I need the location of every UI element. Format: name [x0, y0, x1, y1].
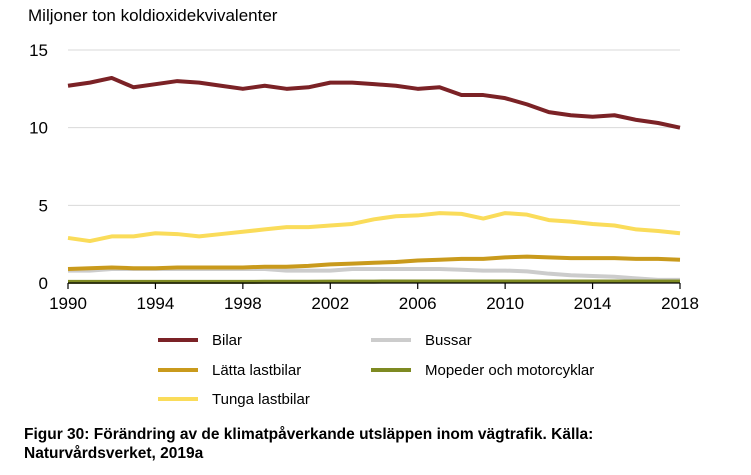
gridlines	[68, 49, 680, 206]
legend-label: Bussar	[425, 331, 472, 349]
series-lines	[67, 75, 681, 284]
y-axis-title: Miljoner ton koldioxidekvivalenter	[28, 6, 278, 25]
legend-item: Tunga lastbilar	[158, 390, 310, 408]
y-axis-labels: 0 5 10 15	[29, 41, 48, 293]
series-line-1	[68, 267, 680, 282]
x-axis: 1990 1994 1998 2002 2006 2010 2014 2018	[49, 282, 699, 313]
legend-swatch	[158, 368, 198, 372]
x-tick-label: 2006	[399, 294, 437, 313]
legend-item: Bussar	[371, 331, 472, 349]
legend-swatch	[158, 397, 198, 401]
legend-label: Tunga lastbilar	[212, 390, 310, 408]
x-tick-label: 2018	[661, 294, 699, 313]
legend-item: Mopeder och motorcyklar	[371, 361, 594, 379]
x-tick-label: 2010	[486, 294, 524, 313]
y-tick-label: 5	[39, 196, 48, 215]
legend-label: Lätta lastbilar	[212, 361, 302, 379]
line-chart: 1990 1994 1998 2002 2006 2010 2014 2018 0 5 10 15	[29, 41, 699, 313]
legend-swatch	[158, 338, 198, 342]
y-tick-label: 10	[29, 119, 48, 138]
x-tick-label: 1994	[137, 294, 175, 313]
x-tick-label: 2014	[574, 294, 612, 313]
legend-label: Bilar	[212, 331, 243, 349]
legend-label: Mopeder och motorcyklar	[425, 361, 595, 379]
series-line-0	[67, 75, 681, 130]
legend-swatch	[371, 368, 411, 372]
legend-item: Bilar	[158, 331, 242, 349]
x-tick-label: 1998	[224, 294, 262, 313]
figure-caption: Figur 30: Förändring av de klimatpåverka…	[24, 426, 594, 462]
y-tick-label: 15	[29, 41, 48, 60]
x-tick-label: 2002	[311, 294, 349, 313]
series-line-4	[67, 211, 681, 244]
series-line-2	[67, 254, 681, 272]
y-tick-label: 0	[39, 274, 48, 293]
x-tick-label: 1990	[49, 294, 87, 313]
legend-swatch	[371, 338, 411, 342]
legend-item: Lätta lastbilar	[158, 361, 301, 379]
